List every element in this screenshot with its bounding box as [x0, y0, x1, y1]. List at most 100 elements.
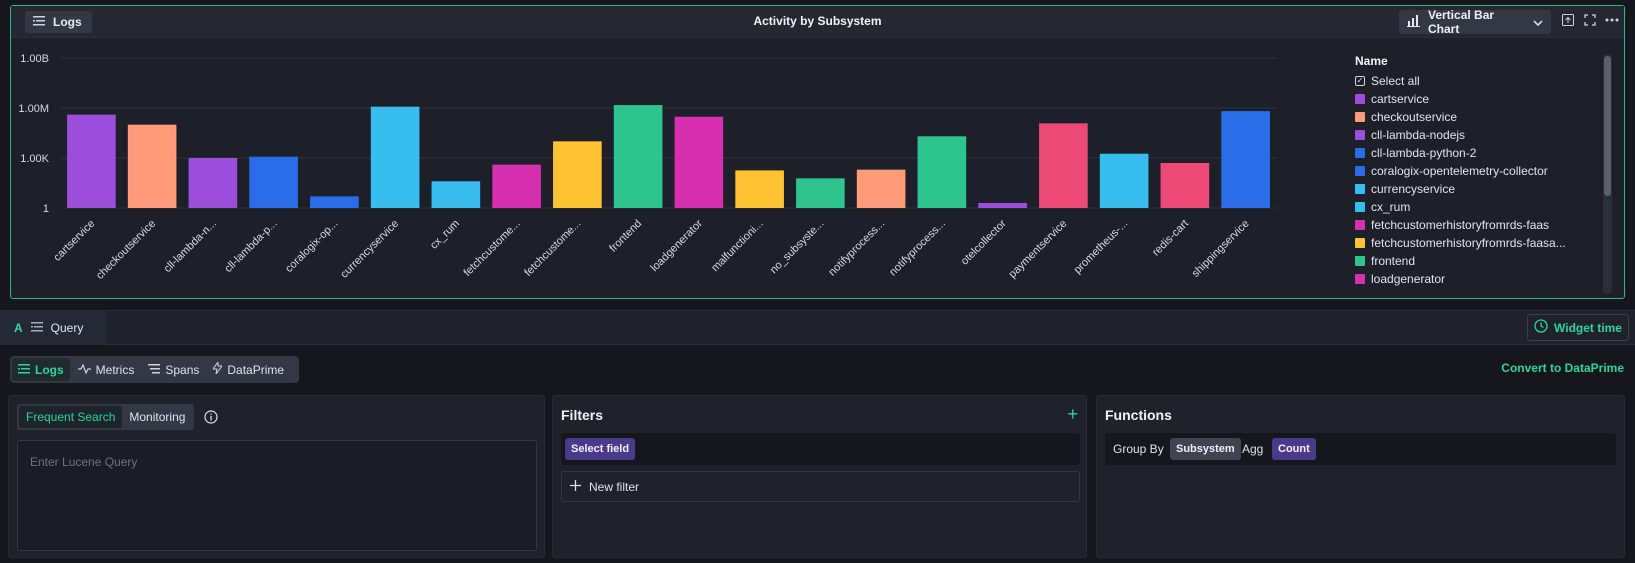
logs-icon — [18, 363, 30, 377]
bar[interactable] — [67, 114, 116, 208]
checkbox-checked-icon[interactable]: ✓ — [1355, 76, 1365, 86]
bar[interactable] — [1039, 123, 1088, 208]
widget-header-actions — [1561, 13, 1619, 27]
bar[interactable] — [613, 105, 663, 208]
bar-chart: 1 1.00K 1.00M 1.00B cartservicecheckoutservi… — [18, 53, 1276, 282]
pulse-icon — [77, 363, 91, 377]
legend-item[interactable]: loadgenerator — [1355, 270, 1595, 288]
data-source-tabs: Logs Metrics Spans DataPrime — [10, 356, 299, 383]
legend-swatch — [1355, 166, 1365, 176]
lightning-icon — [212, 360, 224, 377]
legend-item-label: frontend — [1371, 254, 1416, 268]
tab-dataprime[interactable]: DataPrime — [207, 358, 290, 381]
chart-type-dropdown[interactable]: Vertical Bar Chart — [1399, 8, 1551, 36]
export-icon[interactable] — [1561, 13, 1575, 27]
legend-item[interactable]: fetchcustomerhistoryfromrds-faas — [1355, 216, 1595, 234]
bar[interactable] — [249, 156, 298, 208]
legend-item-label: fetchcustomerhistoryfromrds-faasa... — [1371, 236, 1566, 250]
tab-logs[interactable]: Logs — [12, 358, 70, 381]
bar[interactable] — [492, 164, 541, 208]
select-field-button[interactable]: Select field — [565, 438, 636, 460]
x-tick-label: cx_rum — [428, 218, 462, 252]
frequent-search-button[interactable]: Frequent Search — [19, 406, 123, 428]
query-tab-a[interactable]: A Query — [0, 311, 106, 345]
legend-swatch — [1355, 220, 1365, 230]
y-tick-label: 1 — [43, 203, 49, 215]
bar[interactable] — [674, 116, 724, 208]
x-tick-label: checkoutservice — [94, 218, 158, 282]
legend-scroll-thumb[interactable] — [1604, 56, 1611, 196]
legend-swatch — [1355, 238, 1365, 248]
tab-spans-label: Spans — [165, 362, 200, 377]
legend-swatch — [1355, 184, 1365, 194]
tab-spans[interactable]: Spans — [142, 358, 205, 381]
widget-time-button[interactable]: Widget time — [1527, 314, 1629, 341]
bar[interactable] — [735, 170, 784, 208]
bar[interactable] — [917, 136, 967, 208]
bar[interactable] — [310, 196, 359, 208]
logs-source-tag[interactable]: Logs — [25, 11, 92, 33]
x-tick-label: fetchcustome... — [522, 218, 583, 279]
tab-dataprime-label: DataPrime — [227, 362, 285, 377]
convert-to-dataprime-link[interactable]: Convert to DataPrime — [1501, 361, 1624, 375]
legend-item-label: cll-lambda-python-2 — [1371, 146, 1477, 160]
legend-item[interactable]: frontend — [1355, 252, 1595, 270]
legend-select-all[interactable]: ✓ Select all — [1355, 72, 1595, 90]
bar[interactable] — [856, 169, 906, 208]
legend-item[interactable]: cll-lambda-python-2 — [1355, 144, 1595, 162]
query-mode-toggle: Frequent Search Monitoring — [17, 404, 195, 430]
functions-row: Group By Subsystem Agg Count — [1105, 433, 1616, 465]
clock-icon — [1534, 319, 1548, 336]
x-tick-label: loadgenerator — [649, 217, 706, 274]
chart-legend: Name ✓ Select all cartservice checkoutser… — [1355, 54, 1595, 288]
bar[interactable] — [796, 178, 845, 208]
x-tick-label: cll-lambda-p... — [222, 218, 279, 275]
bar[interactable] — [1221, 111, 1270, 208]
legend-item-label: checkoutservice — [1371, 110, 1458, 124]
bar[interactable] — [553, 141, 602, 208]
tab-metrics[interactable]: Metrics — [72, 358, 141, 381]
add-filter-plus-icon[interactable]: + — [1067, 404, 1078, 424]
legend-item-label: cll-lambda-nodejs — [1371, 128, 1466, 142]
y-tick-label: 1.00K — [20, 153, 49, 165]
new-filter-button[interactable]: New filter — [561, 471, 1080, 502]
monitoring-button[interactable]: Monitoring — [129, 410, 186, 424]
more-options-icon[interactable] — [1605, 13, 1619, 27]
bar[interactable] — [127, 124, 177, 208]
lucene-query-input[interactable]: Enter Lucene Query — [17, 440, 537, 551]
legend-item[interactable]: cx_rum — [1355, 198, 1595, 216]
x-tick-label: notifyprocess... — [826, 218, 887, 279]
group-by-subsystem-button[interactable]: Subsystem — [1170, 438, 1241, 460]
bar[interactable] — [978, 202, 1027, 208]
bar[interactable] — [370, 106, 420, 208]
chevron-down-icon — [1533, 15, 1543, 29]
legend-swatch — [1355, 274, 1365, 284]
legend-item[interactable]: cll-lambda-nodejs — [1355, 126, 1595, 144]
query-bar: A Query Widget time — [0, 310, 1635, 345]
legend-swatch — [1355, 94, 1365, 104]
info-icon[interactable] — [204, 410, 218, 429]
tab-metrics-label: Metrics — [95, 362, 135, 377]
new-filter-label: New filter — [589, 479, 640, 494]
widget-header: Logs Activity by Subsystem Vertical Bar … — [11, 6, 1624, 38]
bar[interactable] — [188, 158, 238, 208]
bar-chart-icon — [1407, 14, 1420, 30]
fullscreen-icon[interactable] — [1583, 13, 1597, 27]
legend-item[interactable]: currencyservice — [1355, 180, 1595, 198]
legend-scrollbar[interactable] — [1603, 54, 1612, 294]
bar[interactable] — [1099, 153, 1149, 208]
legend-item[interactable]: fetchcustomerhistoryfromrds-faasa... — [1355, 234, 1595, 252]
legend-item[interactable]: checkoutservice — [1355, 108, 1595, 126]
legend-item-label: currencyservice — [1371, 182, 1456, 196]
x-tick-label: shippingservice — [1190, 218, 1252, 280]
legend-item[interactable]: coralogix-opentelemetry-collector — [1355, 162, 1595, 180]
query-panel: Frequent Search Monitoring Enter Lucene … — [8, 395, 545, 558]
legend-item[interactable]: cartservice — [1355, 90, 1595, 108]
functions-title: Functions — [1105, 407, 1172, 423]
chart-widget: Logs Activity by Subsystem Vertical Bar … — [10, 5, 1625, 299]
bar[interactable] — [1160, 163, 1210, 208]
bar[interactable] — [431, 181, 481, 208]
x-tick-label: cll-lambda-n... — [162, 218, 219, 275]
agg-count-button[interactable]: Count — [1272, 438, 1316, 460]
legend-item-label: fetchcustomerhistoryfromrds-faas — [1371, 218, 1550, 232]
